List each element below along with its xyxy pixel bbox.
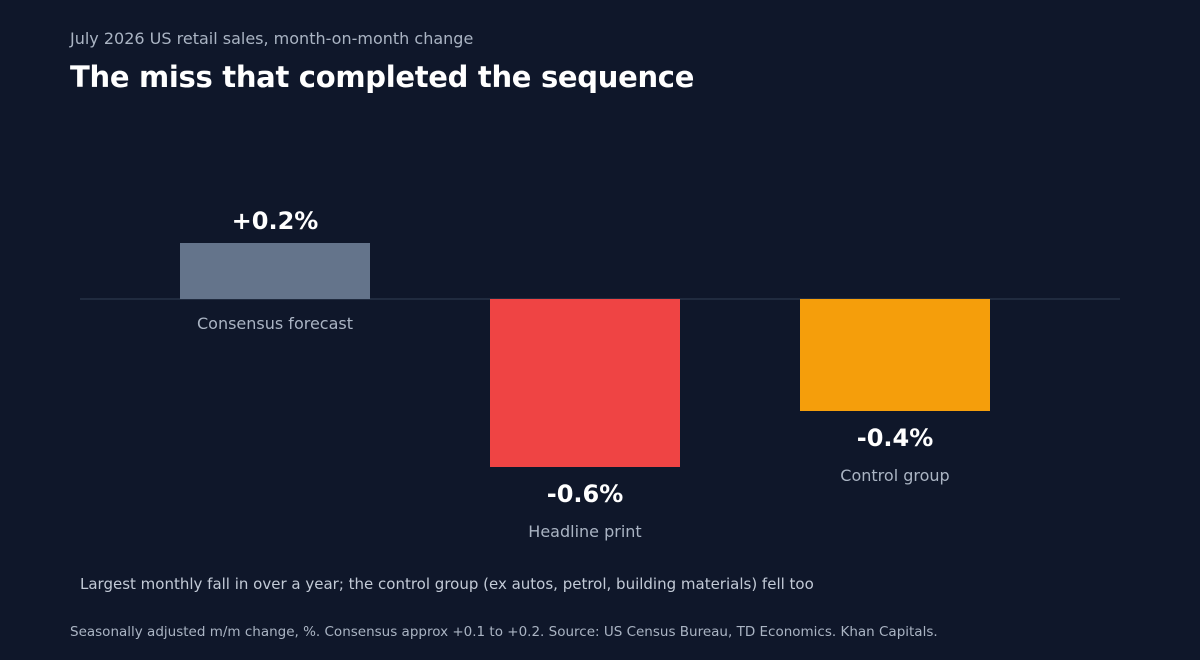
source-note: Seasonally adjusted m/m change, %. Conse… bbox=[70, 624, 938, 640]
category-label: Control group bbox=[840, 466, 949, 485]
value-label: -0.4% bbox=[857, 424, 934, 452]
value-label: +0.2% bbox=[232, 207, 319, 235]
bar-control-group bbox=[800, 299, 990, 411]
chart-note: Largest monthly fall in over a year; the… bbox=[80, 575, 814, 593]
bar-headline-print bbox=[490, 299, 680, 467]
bar-consensus-forecast bbox=[180, 243, 370, 299]
chart-title: The miss that completed the sequence bbox=[70, 60, 695, 94]
category-label: Headline print bbox=[528, 522, 641, 541]
value-label: -0.6% bbox=[547, 480, 624, 508]
category-label: Consensus forecast bbox=[197, 314, 353, 333]
chart-subtitle: July 2026 US retail sales, month-on-mont… bbox=[70, 29, 474, 48]
